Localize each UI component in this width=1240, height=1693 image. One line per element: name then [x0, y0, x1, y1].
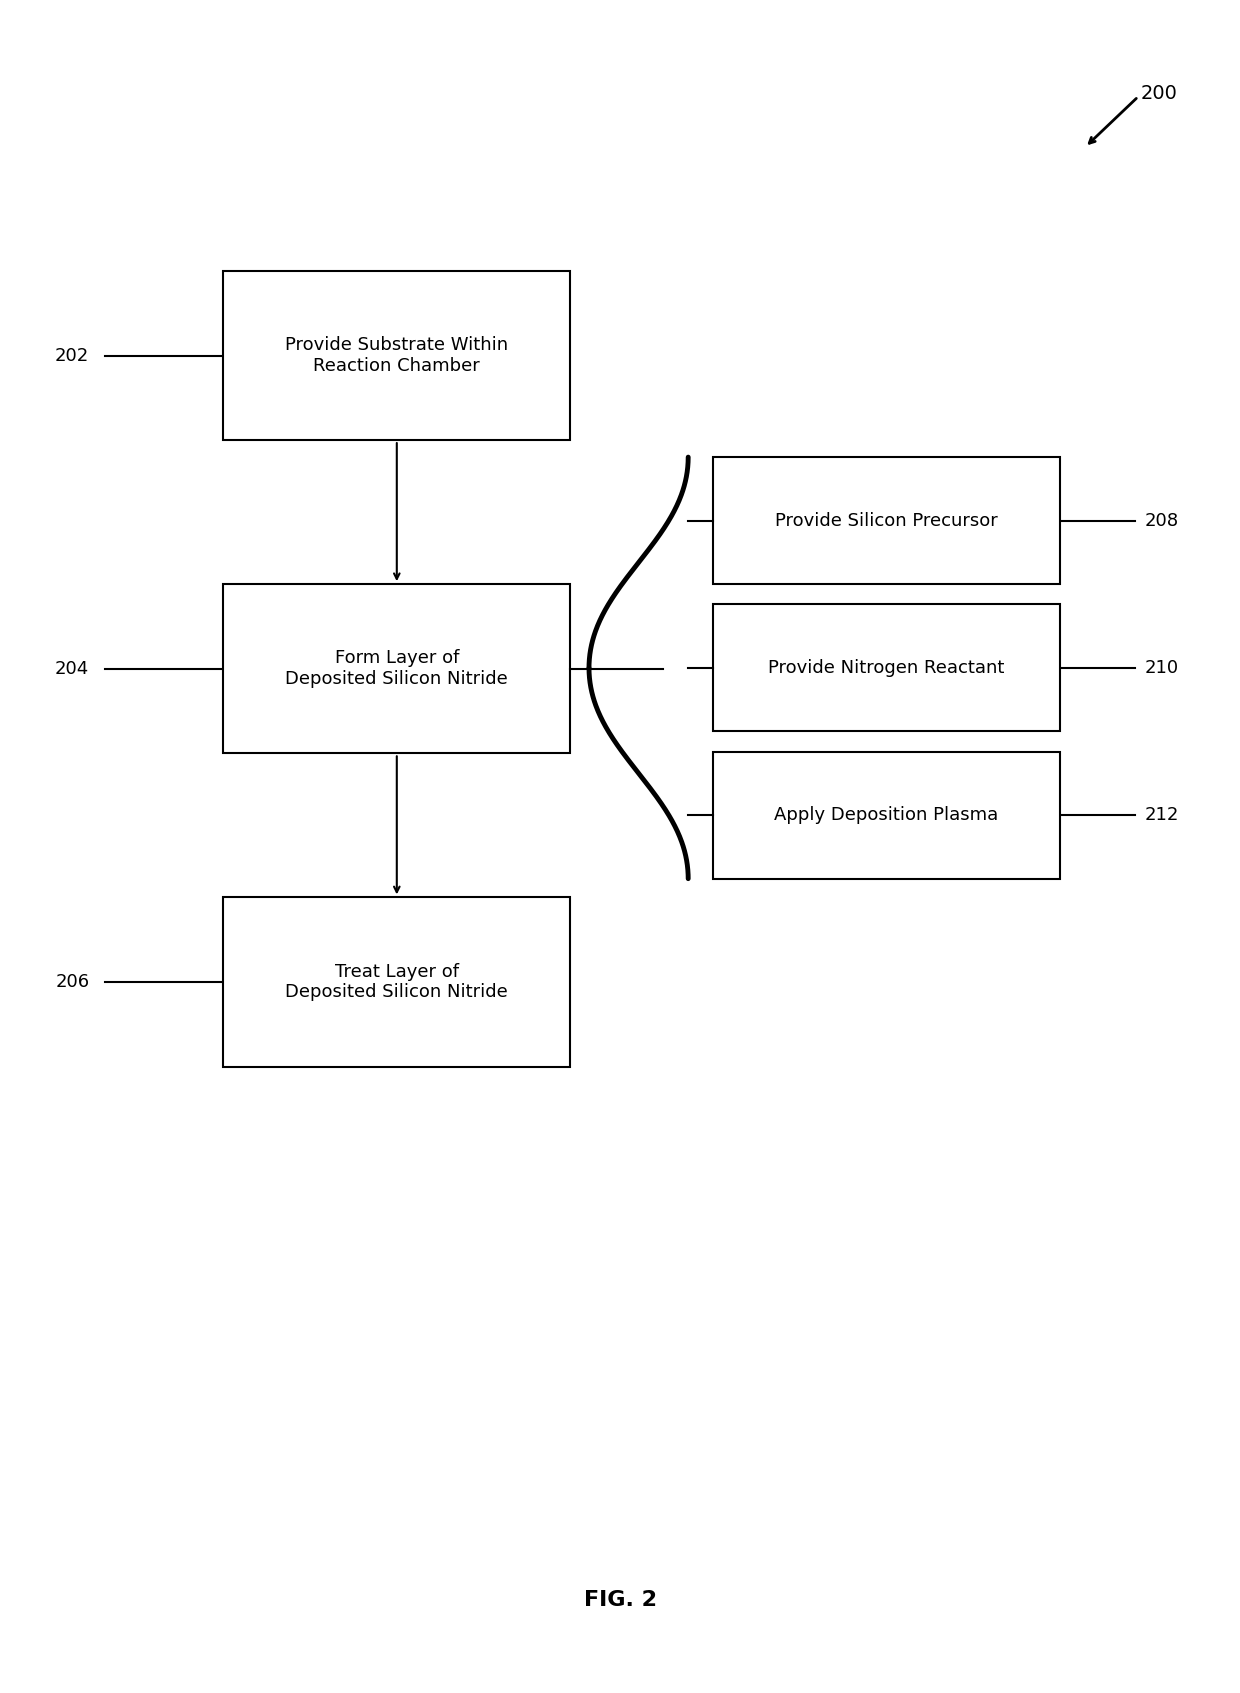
- Text: Provide Nitrogen Reactant: Provide Nitrogen Reactant: [769, 659, 1004, 677]
- Text: 200: 200: [1141, 83, 1178, 103]
- FancyBboxPatch shape: [713, 752, 1060, 879]
- Text: Form Layer of
Deposited Silicon Nitride: Form Layer of Deposited Silicon Nitride: [285, 650, 508, 687]
- Text: Provide Substrate Within
Reaction Chamber: Provide Substrate Within Reaction Chambe…: [285, 337, 508, 374]
- Text: 212: 212: [1145, 806, 1179, 824]
- Text: 204: 204: [55, 660, 89, 677]
- Text: Apply Deposition Plasma: Apply Deposition Plasma: [775, 806, 998, 824]
- Text: FIG. 2: FIG. 2: [584, 1590, 656, 1610]
- Text: 206: 206: [55, 973, 89, 990]
- Text: Provide Silicon Precursor: Provide Silicon Precursor: [775, 511, 998, 530]
- FancyBboxPatch shape: [713, 457, 1060, 584]
- FancyBboxPatch shape: [223, 584, 570, 753]
- FancyBboxPatch shape: [713, 604, 1060, 731]
- Text: 208: 208: [1145, 511, 1179, 530]
- Text: Treat Layer of
Deposited Silicon Nitride: Treat Layer of Deposited Silicon Nitride: [285, 963, 508, 1001]
- Text: 210: 210: [1145, 659, 1179, 677]
- FancyBboxPatch shape: [223, 271, 570, 440]
- Text: 202: 202: [55, 347, 89, 364]
- FancyBboxPatch shape: [223, 897, 570, 1067]
